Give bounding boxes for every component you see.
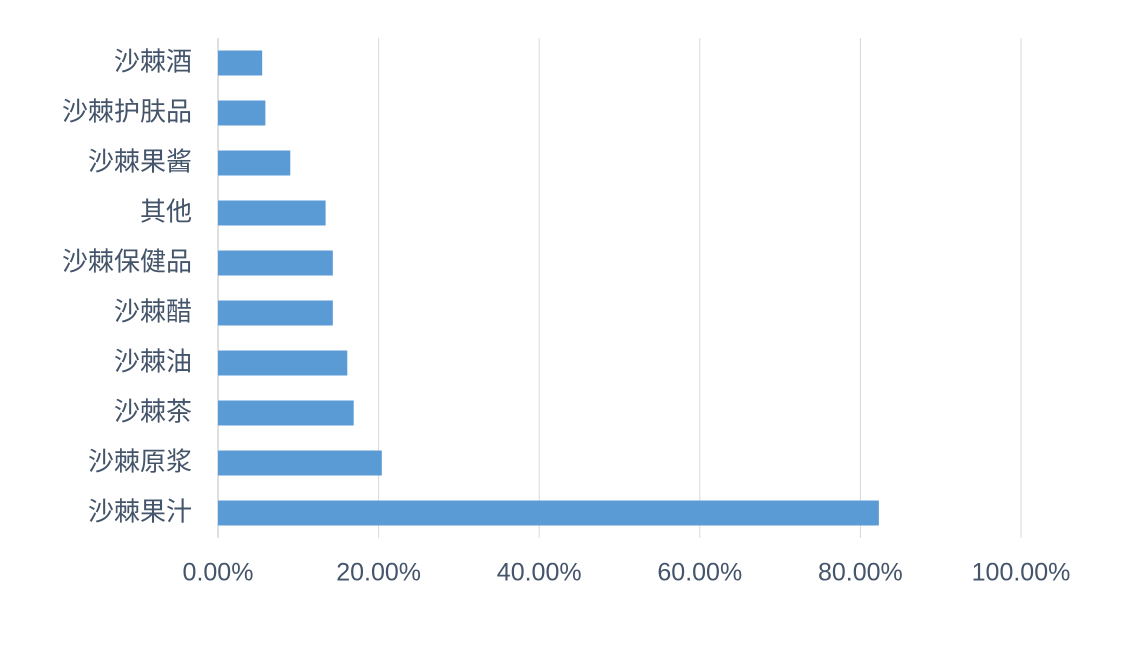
bar xyxy=(218,350,348,376)
y-tick-label: 沙棘护肤品 xyxy=(62,98,192,128)
y-tick-label: 沙棘果汁 xyxy=(88,498,192,528)
x-tick-label: 20.00% xyxy=(336,559,421,587)
bar xyxy=(218,250,333,276)
bar xyxy=(218,100,266,126)
bar xyxy=(218,150,291,176)
x-tick-label: 80.00% xyxy=(818,559,903,587)
x-tick-label: 0.00% xyxy=(183,559,254,587)
bar xyxy=(218,50,263,76)
bar xyxy=(218,500,879,526)
bar xyxy=(218,400,354,426)
y-tick-label: 沙棘油 xyxy=(114,348,192,378)
y-tick-label: 其他 xyxy=(140,198,192,228)
y-tick-label: 沙棘酒 xyxy=(114,48,192,78)
y-tick-label: 沙棘果酱 xyxy=(88,148,192,178)
bar xyxy=(218,200,326,226)
bar xyxy=(218,300,333,326)
x-tick-label: 100.00% xyxy=(972,559,1071,587)
x-tick-label: 60.00% xyxy=(657,559,742,587)
y-tick-label: 沙棘原浆 xyxy=(88,448,192,478)
y-tick-label: 沙棘茶 xyxy=(114,398,192,428)
x-tick-label: 40.00% xyxy=(497,559,582,587)
bar xyxy=(218,450,382,476)
y-tick-label: 沙棘醋 xyxy=(114,298,192,328)
y-tick-label: 沙棘保健品 xyxy=(62,248,192,278)
